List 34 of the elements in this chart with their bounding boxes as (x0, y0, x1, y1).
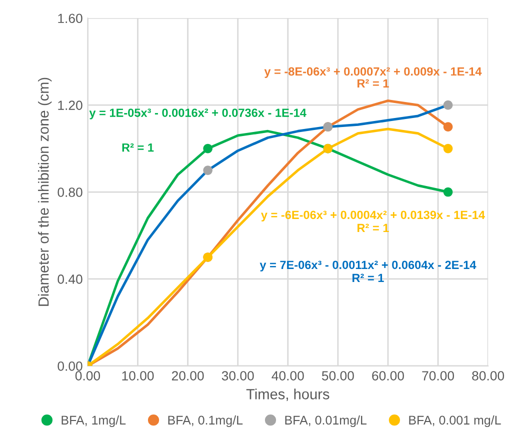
annotation: y = -8E-06x³ + 0.0007x² + 0.009x - 1E-14 (264, 67, 482, 78)
y-axis-title: Diameter of the inhibition zone (cm) (38, 78, 52, 306)
point (203, 166, 212, 175)
legend-label: BFA, 0.01mg/L (285, 415, 367, 428)
point (203, 144, 212, 154)
x-tick-label: 40.00 (272, 371, 304, 380)
annotation: R² = 1 (358, 224, 389, 232)
x-tick-label: 70.00 (422, 371, 454, 380)
annotation: R² = 1 (358, 79, 389, 88)
point (443, 100, 453, 110)
x-tick-label: 0.00 (75, 371, 100, 380)
x-tick-label: 30.00 (222, 371, 254, 380)
annotation: R² = 1 (352, 274, 384, 282)
y-tick-label: 1.20 (58, 100, 82, 110)
annotation: y = -6E-06x³ + 0.0004x² + 0.0139x - 1E-14 (261, 210, 485, 222)
x-axis-title: Times, hours (246, 388, 330, 402)
point (443, 187, 453, 197)
x-tick-label: 80.00 (472, 371, 504, 380)
legend-label: BFA, 0.001 mg/L (409, 415, 501, 428)
x-tick-label: 10.00 (122, 371, 154, 380)
legend-label: BFA, 1mg/L (62, 415, 126, 428)
annotation: y = 1E-05x³ - 0.0016x² + 0.0736x - 1E-14 (89, 108, 306, 120)
annotation: R² = 1 (122, 143, 154, 152)
point (443, 144, 453, 154)
x-tick-label: 50.00 (322, 371, 354, 380)
y-tick-label: 1.60 (58, 14, 82, 24)
y-tick-label: 0.00 (58, 361, 82, 371)
x-tick-label: 60.00 (372, 371, 404, 380)
point (443, 122, 453, 132)
annotation: y = 7E-06x³ - 0.0011x² + 0.0604x - 2E-14 (260, 260, 476, 272)
y-tick-label: 0.40 (58, 274, 82, 284)
x-tick-label: 20.00 (172, 371, 204, 380)
legend-label: BFA, 0.1mg/L (168, 415, 243, 428)
y-tick-label: 0.80 (58, 188, 82, 197)
